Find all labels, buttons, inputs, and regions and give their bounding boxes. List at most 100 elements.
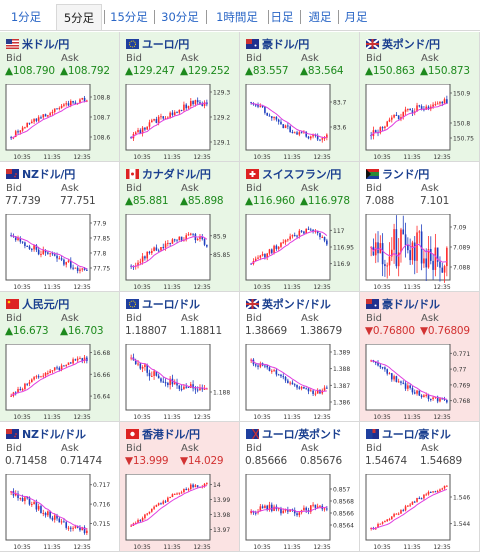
rate-cell[interactable]: 人民元/円 Bid Ask ▲16.673 ▲16.703 16.68 16.66 16.64… [0, 292, 120, 422]
candle-bull [33, 377, 35, 380]
candle-bear [409, 250, 411, 261]
rate-cell[interactable]: ユーロ/豪ドル Bid Ask 1.54674 1.54689 1.546 1.544 10:… [360, 422, 480, 552]
candle-bull [35, 376, 38, 378]
rate-cell[interactable]: 豪ドル/円 Bid Ask ▲83.557 ▲83.564 83.7 83.6 10:35 11… [240, 32, 360, 162]
chart-container[interactable]: 0.857 0.8568 0.8566 0.8564 10:35 11:35 12:35 [244, 473, 356, 551]
chart-container[interactable]: 150.9 150.8 150.75 10:35 11:35 12:35 [364, 83, 476, 161]
candle-bull [319, 505, 321, 507]
flag-icon [366, 299, 379, 309]
candle-bull [432, 104, 434, 107]
currency-pair-name[interactable]: ユーロ/円 [142, 38, 190, 51]
y-tick-label: 14 [213, 482, 221, 489]
rate-cell[interactable]: 英ポンド/ドル Bid Ask 1.38669 1.38679 1.389 1.388 1.3… [240, 292, 360, 422]
tab-4[interactable]: 1時間足 [216, 10, 258, 24]
candle-bear [319, 233, 321, 238]
currency-pair-name[interactable]: 米ドル/円 [22, 38, 70, 51]
rate-cell[interactable]: 英ポンド/円 Bid Ask ▲150.863 ▲150.873 150.9 150.8 15… [360, 32, 480, 162]
currency-pair-header[interactable]: ユーロ/英ポンド [246, 426, 342, 442]
chart-plot-area [5, 473, 91, 541]
candle-bear [160, 378, 162, 382]
rate-cell[interactable]: 豪ドル/ドル Bid Ask ▼0.76800 ▼0.76809 0.771 0.77 0.7… [360, 292, 480, 422]
rate-cell[interactable]: カナダドル/円 Bid Ask ▲85.881 ▲85.898 85.9 85.85 10:3… [120, 162, 240, 292]
x-tick-label: 10:35 [373, 414, 390, 421]
rate-cell[interactable]: NZドル/円 Bid Ask 77.739 77.751 77.9 77.85 77.8 77.… [0, 162, 120, 292]
tab-2[interactable]: 15分足 [110, 10, 148, 24]
flag-icon [126, 169, 139, 179]
rate-cell[interactable]: NZドル/ドル Bid Ask 0.71458 0.71474 0.717 0.716 0.7… [0, 422, 120, 552]
currency-pair-header[interactable]: 人民元/円 [6, 296, 69, 312]
chart-container[interactable]: 83.7 83.6 10:35 11:35 12:35 [244, 83, 356, 161]
currency-pair-header[interactable]: ユーロ/ドル [126, 296, 200, 312]
chart-container[interactable]: 77.9 77.85 77.8 77.75 10:35 11:35 12:35 [4, 213, 116, 291]
candle-bull [314, 230, 317, 232]
candle-bull [273, 506, 275, 511]
candle-bear [14, 392, 17, 394]
rate-cell[interactable]: スイスフラン/円 Bid Ask ▲116.960 ▲116.978 117 116.95 1… [240, 162, 360, 292]
chart-container[interactable]: 117 116.95 116.9 10:35 11:35 12:35 [244, 213, 356, 291]
candle-bear [275, 245, 278, 249]
currency-pair-header[interactable]: 米ドル/円 [6, 36, 69, 52]
currency-pair-name[interactable]: ユーロ/豪ドル [382, 428, 451, 441]
currency-pair-name[interactable]: 香港ドル/円 [142, 428, 200, 441]
currency-pair-name[interactable]: 英ポンド/ドル [262, 298, 331, 311]
chart-container[interactable]: 129.3 129.2 129.1 10:35 11:35 12:35 [124, 83, 236, 161]
y-tick-label: 108.6 [93, 135, 110, 142]
ask-value: ▲108.792 [60, 65, 110, 77]
currency-pair-name[interactable]: 英ポンド/円 [382, 38, 440, 51]
currency-pair-name[interactable]: ユーロ/英ポンド [262, 428, 342, 441]
currency-pair-header[interactable]: 豪ドル/ドル [366, 296, 440, 312]
tab-1[interactable]: 5分足 [56, 4, 102, 30]
currency-pair-name[interactable]: 豪ドル/ドル [382, 298, 440, 311]
candle-bear [144, 256, 146, 259]
currency-pair-name[interactable]: NZドル/円 [22, 168, 75, 181]
currency-pair-header[interactable]: ランド/円 [366, 166, 429, 182]
currency-pair-name[interactable]: 人民元/円 [22, 298, 70, 311]
candle-bear [395, 114, 398, 116]
chart-container[interactable]: 1.188 10:35 11:35 12:35 [124, 343, 236, 421]
chart-container[interactable]: 0.771 0.77 0.769 0.768 10:35 11:35 12:35 [364, 343, 476, 421]
currency-pair-header[interactable]: 英ポンド/円 [365, 36, 440, 52]
candle-bear [44, 114, 47, 117]
tab-3[interactable]: 30分足 [161, 10, 199, 24]
currency-pair-header[interactable]: 豪ドル/円 [246, 36, 309, 52]
currency-pair-header[interactable]: ユーロ/豪ドル [366, 426, 451, 442]
candle-bear [404, 383, 407, 389]
y-tick-label: 150.8 [453, 121, 470, 128]
currency-pair-name[interactable]: ユーロ/ドル [142, 298, 200, 311]
currency-pair-header[interactable]: 香港ドル/円 [126, 426, 200, 442]
currency-pair-name[interactable]: スイスフラン/円 [262, 168, 342, 181]
rate-cell[interactable]: ユーロ/円 Bid Ask ▲129.247 ▲129.252 129.3 129.2 129… [120, 32, 240, 162]
chart-container[interactable]: 85.9 85.85 10:35 11:35 12:35 [124, 213, 236, 291]
chart-container[interactable]: 7.09 7.089 7.088 10:35 11:35 12:35 [364, 213, 476, 291]
currency-pair-header[interactable]: カナダドル/円 [126, 166, 211, 182]
currency-pair-header[interactable]: NZドル/円 [6, 166, 75, 182]
currency-pair-header[interactable]: スイスフラン/円 [246, 166, 341, 182]
chart-container[interactable]: 16.68 16.66 16.64 10:35 11:35 12:35 [4, 343, 116, 421]
currency-pair-name[interactable]: カナダドル/円 [142, 168, 211, 181]
rate-cell[interactable]: 香港ドル/円 Bid Ask ▼13.999 ▼14.029 14 13.99 13.98 13… [120, 422, 240, 552]
tab-6[interactable]: 週足 [308, 10, 332, 24]
candle-bull [137, 520, 139, 523]
rate-cell[interactable]: 米ドル/円 Bid Ask ▲108.790 ▲108.792 108.8 108.7 108… [0, 32, 120, 162]
chart-container[interactable]: 1.546 1.544 10:35 11:35 12:35 [364, 473, 476, 551]
ask-value: ▲85.898 [180, 195, 224, 207]
tab-0[interactable]: 1分足 [10, 10, 42, 24]
currency-pair-name[interactable]: 豪ドル/円 [262, 38, 310, 51]
tab-5[interactable]: 日足 [270, 10, 294, 24]
candle-bull [130, 525, 132, 527]
tab-7[interactable]: 月足 [344, 10, 368, 24]
chart-container[interactable]: 108.8 108.7 108.6 10:35 11:35 12:35 [4, 83, 116, 161]
chart-container[interactable]: 14 13.99 13.98 13.97 10:35 11:35 12:35 [124, 473, 236, 551]
candle-bull [19, 498, 22, 500]
currency-pair-header[interactable]: 英ポンド/ドル [245, 296, 331, 312]
rate-cell[interactable]: ランド/円 Bid Ask 7.088 7.101 7.09 7.089 7.088 10:35… [360, 162, 480, 292]
currency-pair-header[interactable]: NZドル/ドル [6, 426, 86, 442]
chart-container[interactable]: 1.389 1.388 1.387 1.386 10:35 11:35 12:35 [244, 343, 356, 421]
currency-pair-header[interactable]: ユーロ/円 [126, 36, 189, 52]
x-tick-label: 10:35 [253, 154, 270, 161]
rate-cell[interactable]: ユーロ/英ポンド Bid Ask 0.85666 0.85676 0.857 0.8568 0… [240, 422, 360, 552]
rate-cell[interactable]: ユーロ/ドル Bid Ask 1.18807 1.18811 1.188 10:35 11:3… [120, 292, 240, 422]
currency-pair-name[interactable]: ランド/円 [382, 168, 430, 181]
currency-pair-name[interactable]: NZドル/ドル [22, 428, 86, 441]
chart-container[interactable]: 0.717 0.716 0.715 10:35 11:35 12:35 [4, 473, 116, 551]
